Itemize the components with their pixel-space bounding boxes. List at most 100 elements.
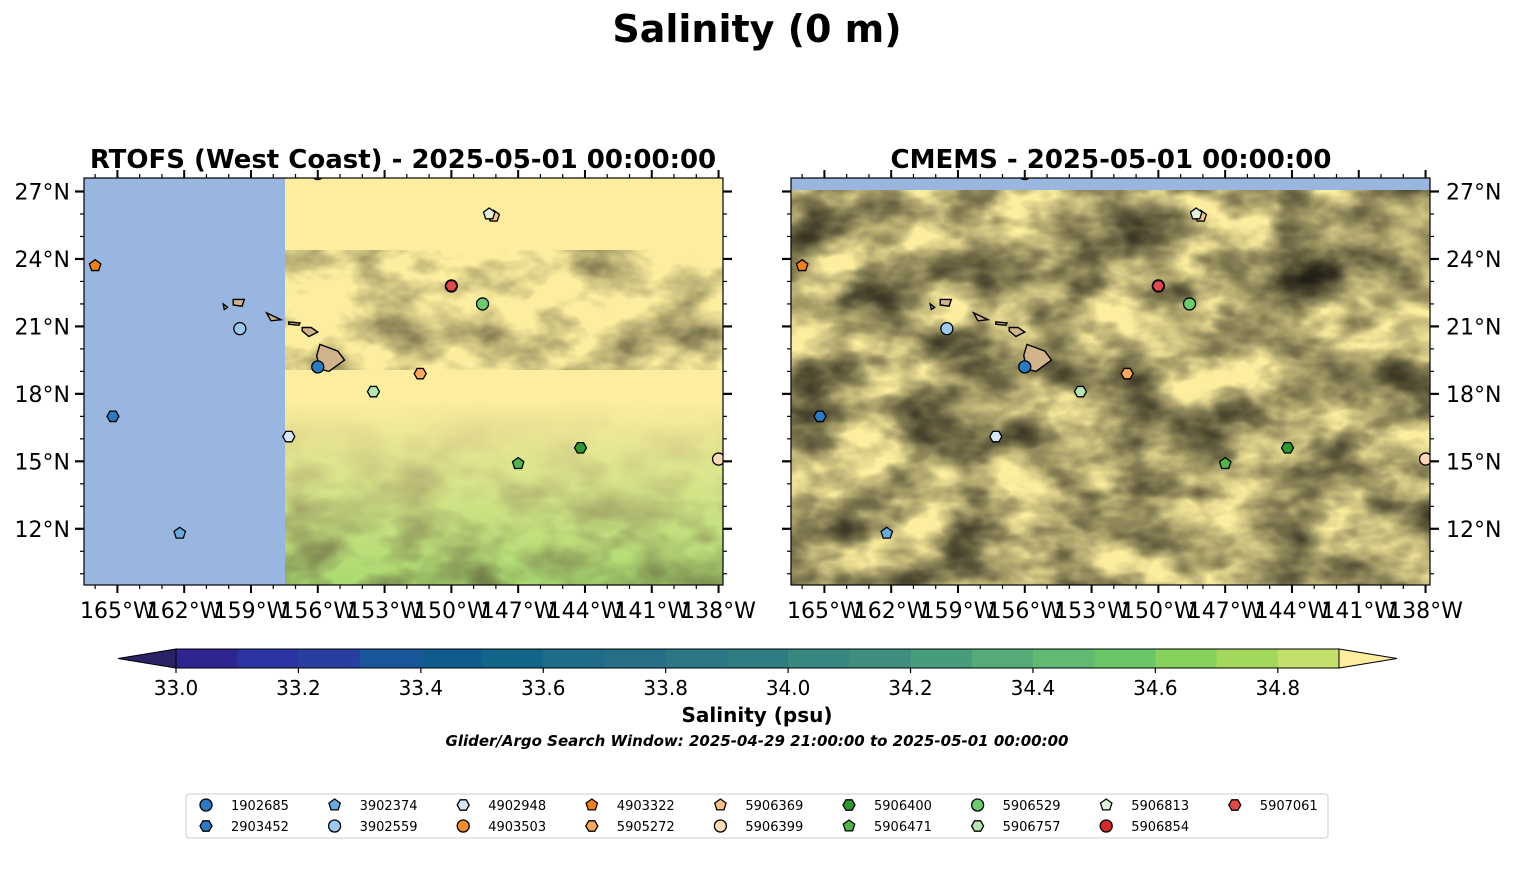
y-tick-label: 21°N [15, 315, 70, 340]
legend-item-1902685: 1902685 [199, 798, 289, 814]
x-tick-label: 159°W [214, 599, 289, 624]
legend-marker [1228, 799, 1242, 811]
island-shape [288, 321, 302, 327]
legend-label: 5906529 [1003, 799, 1061, 814]
island-shape [971, 311, 991, 322]
legend-label: 1902685 [231, 799, 289, 814]
platform-marker-4903322 [795, 258, 809, 272]
x-tick-label: 147°W [481, 599, 556, 624]
x-tick-label: 162°W [854, 599, 929, 624]
legend-item-5906399: 5906399 [713, 819, 803, 835]
colorbar-cell [1032, 649, 1095, 668]
colorbar-cell [1216, 649, 1279, 668]
colorbar-cell [604, 649, 667, 668]
colorbar-cell [359, 649, 422, 668]
platform-marker-1902685 [311, 360, 325, 374]
legend-marker [199, 820, 213, 832]
colorbar-tick-label: 34.6 [1133, 676, 1178, 700]
panel-title-rtofs: RTOFS (West Coast) - 2025-05-01 00:00:00 [90, 145, 716, 175]
colorbar-cell [1094, 649, 1156, 668]
x-tick-label: 141°W [1321, 599, 1396, 624]
platform-marker-4903322 [88, 258, 102, 272]
map-frame [790, 177, 1431, 586]
colorbar-cell [1277, 649, 1340, 668]
platform-marker-5906813 [482, 207, 496, 220]
platform-marker-5907061 [444, 280, 459, 292]
legend-item-3902559: 3902559 [327, 819, 418, 835]
legend-label: 5907061 [1260, 799, 1318, 814]
platform-marker-4902948 [989, 430, 1003, 443]
platform-marker-5906400 [573, 441, 588, 454]
colorbar-tick-label: 33.6 [521, 676, 566, 700]
y-tick-label: 27°N [1446, 180, 1501, 205]
legend-label: 4902948 [488, 799, 546, 814]
legend-label: 5906400 [874, 799, 932, 814]
platform-marker-5906399 [711, 452, 723, 466]
colorbar-cell [849, 649, 912, 668]
y-tick-label: 18°N [1446, 383, 1501, 408]
platform-marker-5907061 [1151, 280, 1166, 292]
legend-marker [328, 798, 342, 811]
x-tick-label: 165°W [787, 599, 862, 624]
colorbar-cell [482, 649, 544, 668]
legend-marker [327, 819, 342, 833]
legend-item-5906757: 5906757 [970, 820, 1061, 835]
legend-item-4902948: 4902948 [456, 799, 546, 814]
x-tick-label: 159°W [921, 599, 996, 624]
colorbar-cell [788, 649, 850, 668]
legend-item-5906529: 5906529 [970, 798, 1061, 814]
x-tick-label: 138°W [1388, 599, 1463, 624]
colorbar-tick-label: 33.8 [643, 676, 688, 700]
map-panel-rtofs: RTOFS (West Coast) - 2025-05-01 00:00:00… [15, 145, 757, 624]
colorbar: 33.0 33.2 33.4 33.6 33.8 34.0 34.2 34.4 34.6 34.8… [117, 648, 1398, 727]
legend-marker [970, 798, 985, 812]
legend-label: 5906399 [745, 820, 803, 835]
colorbar-cell [665, 649, 728, 668]
y-tick-label: 12°N [15, 518, 70, 543]
platform-marker-5906529 [1182, 297, 1197, 311]
axis-ticks: 165°W162°W159°W156°W153°W150°W147°W144°W… [782, 170, 1501, 624]
colorbar-cell [543, 649, 605, 668]
x-tick-label: 138°W [681, 599, 756, 624]
platform-markers [795, 178, 1430, 539]
island-shape [222, 302, 229, 311]
legend-label: 4903503 [488, 820, 546, 835]
island-shape [301, 326, 320, 338]
x-tick-label: 150°W [1121, 599, 1196, 624]
colorbar-cell [1155, 649, 1218, 668]
legend-label: 5905272 [617, 820, 675, 835]
colorbar-tick-label: 34.2 [888, 676, 933, 700]
legend-item-5906854: 5906854 [1099, 819, 1189, 835]
colorbar-over-extension [1338, 648, 1398, 669]
no-data-region [84, 178, 285, 585]
platform-marker-5906757 [366, 385, 381, 398]
legend-marker [585, 820, 599, 832]
colorbar-cell [298, 649, 361, 668]
x-tick-label: 162°W [147, 599, 222, 624]
island-shape [939, 298, 953, 307]
legend-item-5906369: 5906369 [713, 798, 803, 814]
platform-markers [88, 178, 723, 539]
legend-marker [713, 798, 727, 811]
colorbar-frame [175, 648, 1340, 669]
legend-label: 5906757 [1003, 820, 1061, 835]
legend-item-5906471: 5906471 [842, 819, 932, 835]
platform-marker-3902374 [173, 526, 187, 539]
platform-marker-5906400 [1280, 441, 1295, 454]
platform-marker-5906813 [1189, 207, 1203, 220]
x-tick-label: 144°W [548, 599, 623, 624]
legend-marker [456, 799, 470, 811]
colorbar-label: Salinity (psu) [681, 703, 832, 727]
colorbar-tick-label: 33.2 [276, 676, 321, 700]
legend-label: 3902374 [360, 799, 418, 814]
colorbar-tick-label: 33.4 [399, 676, 444, 700]
y-tick-label: 15°N [1446, 450, 1501, 475]
platform-marker-5906471 [1218, 456, 1232, 470]
legend-marker [585, 798, 599, 811]
colorbar-ticks: 33.0 33.2 33.4 33.6 33.8 34.0 34.2 34.4 34.6 34.8 [154, 668, 1300, 700]
colorbar-cell [176, 649, 238, 668]
salinity-field [285, 178, 723, 585]
colorbar-cell [726, 649, 789, 668]
figure-title: Salinity (0 m) [612, 7, 901, 51]
